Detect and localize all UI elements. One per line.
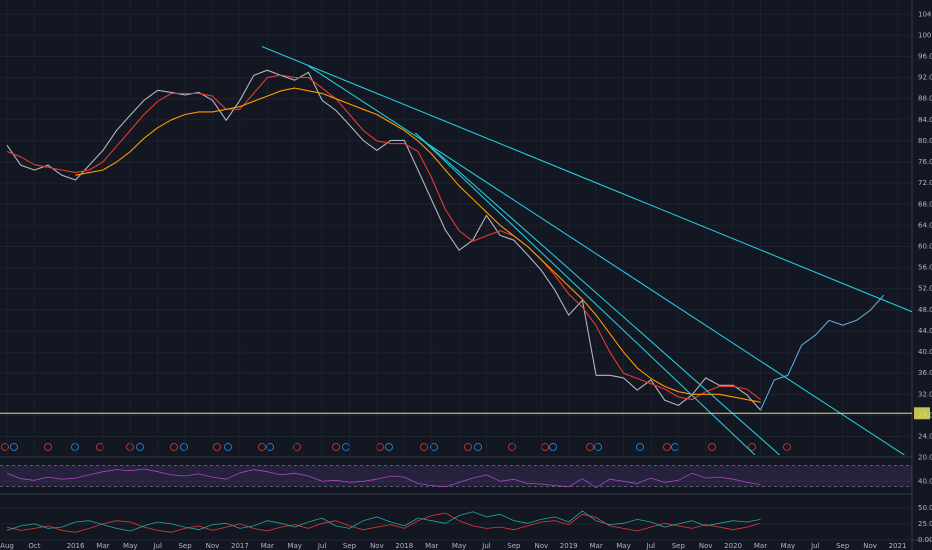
x-tick-label: Sep xyxy=(178,542,192,550)
x-tick-label: May xyxy=(287,542,301,550)
y-tick-label: 0.0000 xyxy=(918,536,932,544)
x-tick-label: Jul xyxy=(646,542,656,550)
x-tick-label: Sep xyxy=(836,542,850,550)
y-tick-label: 104.00 xyxy=(918,10,932,18)
x-tick-label: May xyxy=(781,542,795,550)
y-tick-label: 68.00 xyxy=(918,200,932,208)
x-tick-label: 2016 xyxy=(67,542,85,550)
y-tick-label: 64.00 xyxy=(918,221,932,229)
x-tick-label: Nov xyxy=(699,542,713,550)
x-tick-label: 2020 xyxy=(724,542,742,550)
series-line xyxy=(6,74,761,401)
y-tick-label: 32.00 xyxy=(918,390,932,398)
y-tick-label: 96.00 xyxy=(918,52,932,60)
x-tick-label: 2018 xyxy=(395,542,413,550)
trendline xyxy=(261,45,912,313)
y-tick-label: 80.00 xyxy=(918,137,932,145)
y-tick-label: 44.00 xyxy=(918,327,932,335)
y-tick-label: 92.00 xyxy=(918,74,932,82)
series-line xyxy=(6,510,761,532)
y-tick-label: 25.0000 xyxy=(918,520,932,528)
y-tick-label: 36.00 xyxy=(918,369,932,377)
x-tick-label: Mar xyxy=(261,542,274,550)
x-tick-label: Nov xyxy=(534,542,548,550)
main-panel xyxy=(0,13,912,455)
series-line xyxy=(6,512,761,533)
y-tick-label: 20.00 xyxy=(918,454,932,462)
trendline xyxy=(414,132,756,455)
x-tick-label: 2017 xyxy=(231,542,249,550)
x-tick-label: Nov xyxy=(206,542,220,550)
x-tick-label: Jul xyxy=(152,542,162,550)
y-tick-label: 56.00 xyxy=(918,264,932,272)
x-tick-label: Mar xyxy=(96,542,109,550)
x-tick-label: Sep xyxy=(507,542,521,550)
x-tick-label: Jul xyxy=(810,542,820,550)
x-tick-label: Mar xyxy=(425,542,438,550)
y-tick-label: 40.00 xyxy=(918,477,932,485)
series-line xyxy=(6,468,761,489)
x-tick-label: Mar xyxy=(589,542,602,550)
trendline xyxy=(308,65,905,455)
x-tick-label: Sep xyxy=(343,542,357,550)
x-tick-label: Nov xyxy=(863,542,877,550)
rsi-band xyxy=(0,465,912,487)
y-tick-label: 50.0000 xyxy=(918,504,932,512)
x-tick-label: Oct xyxy=(28,542,40,550)
y-tick-label: 48.00 xyxy=(918,306,932,314)
y-tick-label: 52.00 xyxy=(918,285,932,293)
y-tick-label: 76.00 xyxy=(918,158,932,166)
x-tick-label: May xyxy=(123,542,137,550)
y-tick-label: 24.00 xyxy=(918,433,932,441)
x-tick-label: 2021 xyxy=(889,542,907,550)
series-line xyxy=(759,294,885,411)
trendline xyxy=(414,132,781,455)
x-tick-label: Mar xyxy=(754,542,767,550)
x-tick-label: May xyxy=(452,542,466,550)
x-tick-label: Aug xyxy=(0,542,14,550)
y-tick-label: 72.00 xyxy=(918,179,932,187)
series-line xyxy=(6,69,761,411)
y-tick-label: 84.00 xyxy=(918,116,932,124)
x-tick-label: Nov xyxy=(370,542,384,550)
x-tick-label: Jul xyxy=(481,542,491,550)
x-tick-label: 2019 xyxy=(560,542,578,550)
level-price-tag xyxy=(914,407,930,420)
y-tick-label: 40.00 xyxy=(918,348,932,356)
x-tick-label: May xyxy=(616,542,630,550)
x-tick-label: Jul xyxy=(317,542,327,550)
y-tick-label: 60.00 xyxy=(918,243,932,251)
series-line xyxy=(75,87,761,403)
y-tick-label: 100.00 xyxy=(918,31,932,39)
x-tick-label: Sep xyxy=(672,542,686,550)
y-tick-label: 88.00 xyxy=(918,95,932,103)
